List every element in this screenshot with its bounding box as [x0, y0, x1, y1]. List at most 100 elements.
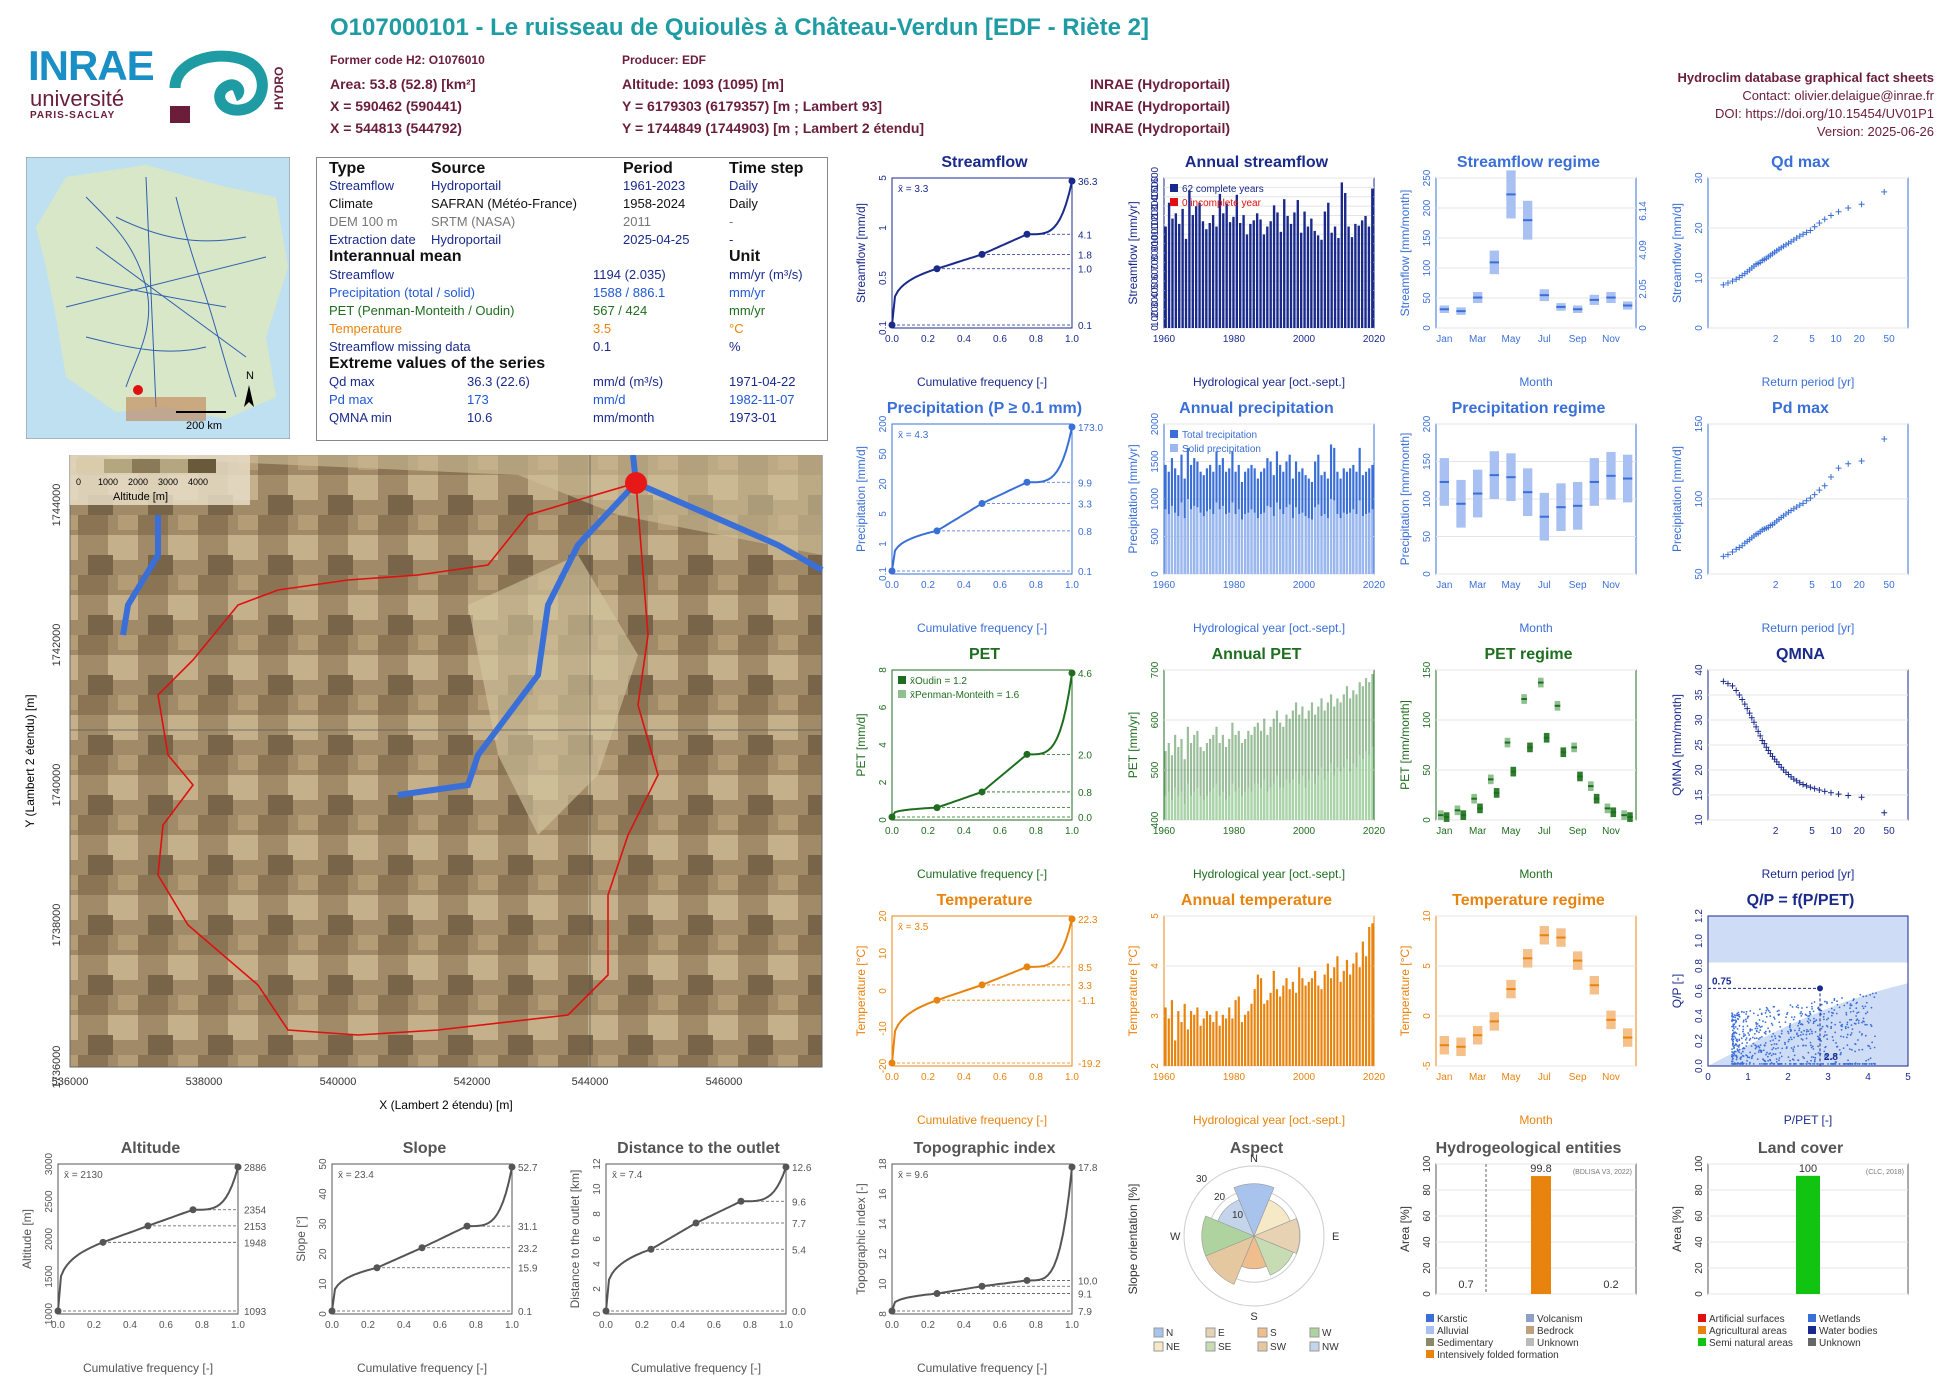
cumulative-curve: [57, 1166, 239, 1312]
year-bar: [1221, 791, 1224, 820]
qp-point: [1749, 1009, 1752, 1012]
year-bar: [1252, 220, 1255, 328]
year-bar: [1174, 1040, 1177, 1066]
year-bar: [1304, 985, 1307, 1066]
plot-frame: [891, 177, 1073, 329]
chart-temperature: Temperature -20 -10 0 10 20 0.0 0.2 0.4 0.6 0.8 1.0…: [854, 892, 1101, 1127]
qp-point: [1846, 1044, 1849, 1047]
right-tick-label: 9.1: [1078, 1290, 1092, 1301]
qp-point: [1750, 1057, 1753, 1060]
year-bar: [1279, 509, 1282, 574]
x-tick-label: 10: [1831, 826, 1843, 837]
right-tick-label: 52.7: [518, 1163, 538, 1174]
y-tick-label: 18: [878, 1158, 889, 1170]
catchment-map[interactable]: 0 1000 2000 3000 4000 Altitude [m] 53600…: [18, 455, 838, 1115]
year-bar: [1345, 514, 1349, 574]
year-bar: [1266, 791, 1269, 820]
quantile-point: [933, 527, 941, 535]
year-bar: [1250, 734, 1253, 820]
y-axis-label: Area [%]: [1398, 1206, 1412, 1252]
qp-point: [1779, 1025, 1782, 1028]
year-bar: [1193, 791, 1196, 820]
qp-point: [1763, 1044, 1766, 1047]
chart-title: Temperature regime: [1452, 892, 1605, 909]
contact[interactable]: Contact: olivier.delaigue@inrae.fr: [1742, 88, 1934, 103]
row-type: DEM 100 m: [329, 214, 398, 229]
legend-swatch: [1426, 1314, 1434, 1322]
qp-point: [1863, 1063, 1865, 1065]
chart-topographic: Topographic index 8 10 12 14 16 18 0.0 0.2 0.4 0.6…: [854, 1140, 1098, 1375]
quantile-point: [1068, 915, 1076, 923]
doi-link[interactable]: DOI: https://doi.org/10.15454/UV01P1: [1715, 106, 1934, 121]
qp-point: [1764, 1021, 1767, 1024]
qp-point: [1751, 1036, 1754, 1039]
x-tick-label: 0.2: [921, 580, 935, 591]
qp-point: [1820, 1040, 1823, 1042]
y-tick-label: 12: [878, 1248, 889, 1260]
qp-point: [1797, 1059, 1800, 1062]
y-tick-label: 40: [1694, 1236, 1705, 1248]
y-tick-label: 60: [1422, 1210, 1433, 1222]
x-tick-label: 1.0: [1065, 580, 1079, 591]
qp-point: [1733, 1032, 1735, 1035]
year-bar: [1240, 1022, 1244, 1066]
qp-point: [1809, 1013, 1812, 1016]
qp-point: [1734, 1044, 1736, 1047]
y-tick-label: 0: [1150, 325, 1161, 331]
qp-point: [1865, 1059, 1868, 1062]
rose-ring-label: 20: [1214, 1192, 1226, 1203]
outlet-marker[interactable]: [625, 472, 647, 494]
ext-unit: mm/month: [593, 410, 655, 425]
x-axis-label: Hydrological year [oct.-sept.]: [1193, 621, 1345, 635]
qp-point: [1773, 1016, 1775, 1019]
x-tick-label: 1.0: [231, 1320, 245, 1331]
qp-point: [1759, 1026, 1762, 1029]
chart-qd-max: Qd max 0 10 20 30 Return period [yr] Streamflo…: [1670, 154, 1909, 389]
qp-point: [1734, 1021, 1737, 1024]
qp-point: [1749, 1051, 1752, 1054]
y-tick-label: 3000: [44, 1152, 55, 1175]
qp-point: [1786, 1011, 1789, 1014]
qp-point: [1748, 1063, 1751, 1065]
year-bar: [1336, 698, 1339, 820]
year-bar: [1178, 223, 1181, 328]
qp-point: [1772, 1047, 1775, 1049]
year-bar: [1310, 702, 1314, 820]
qp-point: [1771, 1024, 1774, 1026]
bar-label: 0.7: [1458, 1279, 1473, 1291]
mean-unit: mm/yr: [729, 303, 766, 318]
y-tick-label: 200: [878, 415, 889, 432]
qp-point: [1824, 1030, 1827, 1033]
x-tick-label: Jul: [1538, 580, 1551, 591]
year-bar: [1294, 771, 1298, 820]
year-bar: [1231, 502, 1234, 574]
year-bar: [1222, 213, 1225, 328]
qp-point: [1745, 1020, 1748, 1023]
qp-point: [1743, 1011, 1745, 1014]
qp-point: [1840, 1028, 1843, 1031]
map-x-tick: 544000: [572, 1076, 609, 1088]
right-tick-label: 0: [1638, 325, 1649, 331]
legend-swatch: [1426, 1326, 1434, 1334]
x-tick-label: May: [1502, 580, 1521, 591]
qp-point: [1772, 1032, 1775, 1035]
y-tick-label: 100: [1422, 711, 1433, 728]
y-tick-label: 20: [878, 478, 889, 490]
legend-swatch: [898, 690, 906, 698]
qp-point: [1732, 1045, 1735, 1048]
year-bar: [1183, 518, 1186, 574]
year-bar: [1364, 215, 1367, 328]
x-tick-label: 2: [1773, 826, 1779, 837]
qp-point: [1826, 1001, 1828, 1003]
y-tick-label: 0.6: [1694, 984, 1705, 998]
year-bar: [1301, 978, 1304, 1066]
qp-point: [1833, 1009, 1836, 1011]
chart-title: Slope: [403, 1140, 447, 1157]
legend-swatch: [1426, 1338, 1434, 1346]
ext-date: 1973-01: [729, 410, 777, 425]
map-x-tick: 546000: [706, 1076, 743, 1088]
qp-point: [1797, 1045, 1799, 1047]
qp-point: [1800, 1015, 1803, 1017]
year-bar: [1304, 787, 1307, 820]
qp-point: [1773, 1017, 1776, 1020]
